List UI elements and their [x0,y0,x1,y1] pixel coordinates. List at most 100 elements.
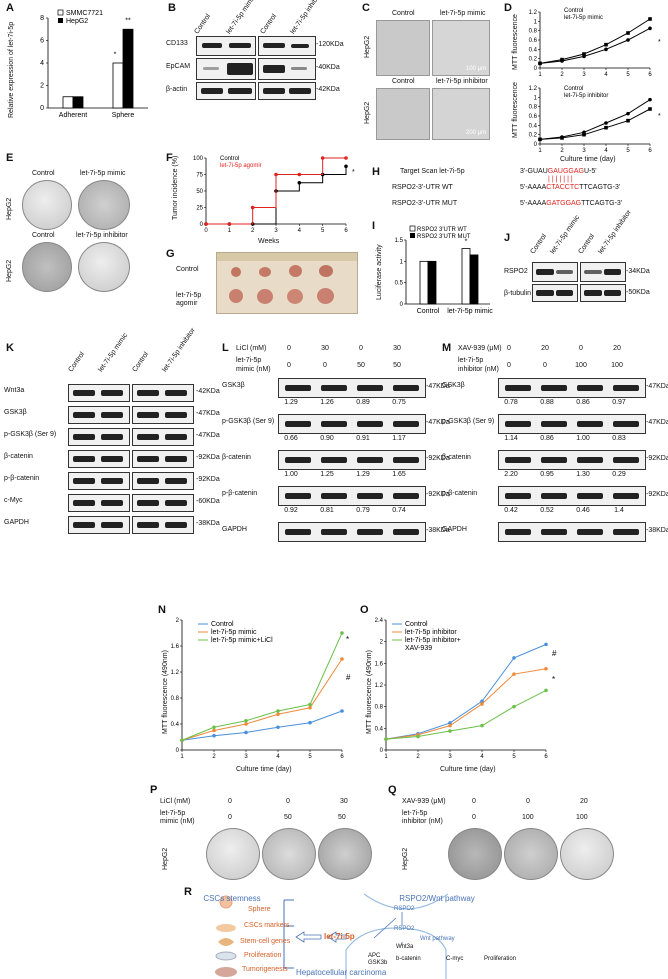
b-blot-cd133-right [258,36,316,56]
n-s1-point-4 [308,705,312,710]
f-s1-point-5 [320,156,325,160]
n-s1-point-2 [244,722,248,726]
h-row3-label: RSPO2-3'-UTR MUT [392,200,458,207]
i-sig: * [465,238,468,245]
m-band-1-3 [613,421,639,427]
n-s2-point-1 [212,725,216,730]
r-rspo2-b: RSPO2 [394,926,415,932]
q-cond1: XAV-939 (μM) [402,798,446,805]
q-well-2 [504,828,558,880]
l-band-1-1 [321,421,347,427]
f-ylabel: Tumor incidence (%) [172,155,179,220]
l-band-0-3 [393,385,419,391]
k-blot-4-1 [132,472,194,490]
g-tumor-photo [216,252,358,314]
m-band-2-1 [541,457,567,463]
i-bar-1-1 [469,254,479,305]
c-scale-2: 200 μm [466,130,487,136]
r-center-mirna: let-7i-5p [324,932,355,941]
o-ytick-label-2: 0.8 [375,705,384,711]
m-val-1-3: 0.83 [612,435,626,442]
m-blot-3 [498,486,646,506]
a-legend-swatch-1 [58,18,63,23]
l-kda-2: -92KDa [426,455,450,462]
l-band-3-3 [393,493,419,499]
m-val-0-0: 0.78 [504,399,518,406]
m-blot-0 [498,378,646,398]
j-kda-2: -50KDa [626,289,650,296]
n-series-2-line [181,632,343,741]
n-legend-label-2: let-7i-5p mimic+LiCl [211,637,273,644]
k-band-3-1-a [137,456,159,462]
d-bottom-sig: * [658,113,661,120]
p-v1-0: 0 [228,798,232,805]
k-band-0-1-a [137,390,159,396]
d-top-s0-point-4 [626,38,630,42]
m-band-0-1 [541,385,567,391]
d-bottom-ytick-label-6: 1.2 [529,86,538,92]
l-band-2-1 [321,457,347,463]
b-row-cd133: CD133 [166,40,188,47]
a-ytick-label-2: 4 [40,60,44,67]
b-blot-actin-left [196,82,256,100]
l-val-3-3: 0.74 [392,507,406,514]
k-kda-4: -92KDa [196,476,220,483]
l-val-0-1: 1.26 [320,399,334,406]
l-blot-0 [278,378,426,398]
d-top-legend-1: let-7i-5p mimic [564,15,603,21]
d-bottom-ytick-label-3: 0.6 [529,114,538,120]
o-s2-point-2 [448,729,452,733]
d-bottom-xtick-label-0: 1 [538,148,542,154]
r-bcat: b-catenin [396,956,421,962]
k-col-control-1: Control [67,350,87,374]
m-row-label-1: p-GSK3β (Ser 9) [442,418,495,425]
l-blot-4 [278,522,426,542]
m-blot-2 [498,450,646,470]
k-kda-0: -42KDa [196,388,220,395]
p-well-2 [262,828,316,880]
o-ytick-label-5: 2 [380,640,384,646]
k-band-1-1-b [165,412,187,418]
m-c2-2: 100 [575,362,587,369]
r-wnt-path: Wnt pathway [420,936,455,942]
n-sig-star: * [346,635,349,644]
i-bar-0-1 [427,260,437,305]
l-row-label-4: GAPDH [222,526,247,533]
n-s0-point-2 [244,730,248,735]
a-legend-label-0: SMMC7721 [66,10,103,17]
r-wnt3a: Wnt3a [396,944,414,950]
d-top-s1-point-1 [560,57,564,62]
f-xtick-label-2: 2 [251,228,255,234]
m-val-2-2: 1.30 [576,471,590,478]
j-row-rspo2: RSPO2 [504,268,528,275]
panel-label-p: P [150,784,158,796]
i-legend-label-1: RSPO2 3'UTR MUT [417,234,471,240]
panel-a-ylabel: Relative expression of let-7i-5p [8,21,15,118]
panel-label-l: L [222,342,229,354]
k-band-4-1-b [165,478,187,484]
n-s1-point-5 [340,657,344,661]
l-cond2a: let-7i-5p [236,357,262,364]
m-kda-2: -92KDa [646,455,668,462]
k-band-1-1-a [137,412,159,418]
m-row-label-4: GAPDH [442,526,467,533]
j-col-control-1: Control [529,232,549,256]
q-v2-0: 0 [472,814,476,821]
m-val-3-0: 0.42 [504,507,518,514]
k-band-0-1-b [165,390,187,396]
m-val-3-2: 0.46 [576,507,590,514]
d-xlabel: Culture time (day) [560,156,616,163]
m-c2-0: 0 [507,362,511,369]
j-blot-tubulin-left [532,284,578,302]
l-band-0-2 [357,385,383,391]
f-sig: * [352,169,355,176]
l-band-2-2 [357,457,383,463]
o-s2-point-5 [544,688,548,693]
n-ytick-label-1: 0.4 [171,722,180,728]
n-ytick-label-2: 0.8 [171,696,180,702]
d-bottom-ytick-label-0: 0 [534,142,538,148]
d-top-xtick-label-0: 1 [538,72,542,78]
p-v1-2: 30 [340,798,348,805]
